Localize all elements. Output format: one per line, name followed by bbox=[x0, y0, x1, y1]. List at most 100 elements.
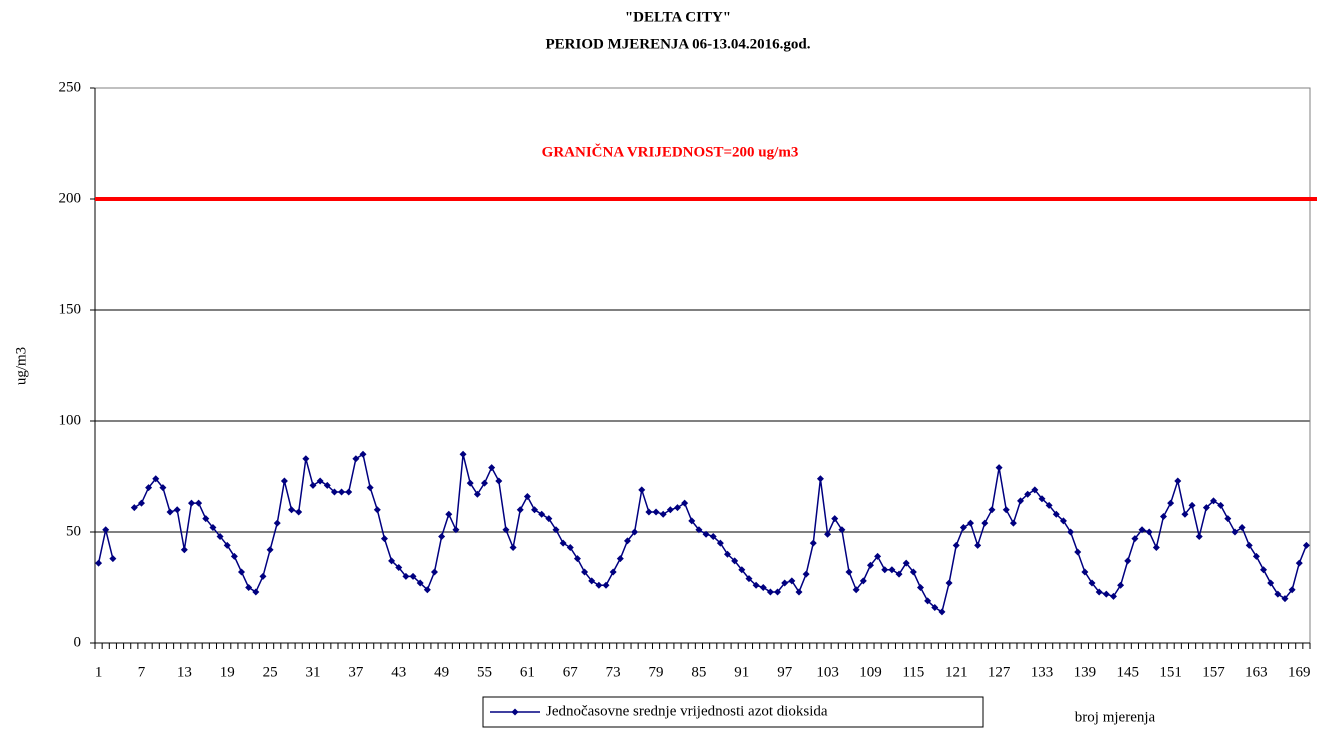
data-point bbox=[795, 588, 803, 596]
x-tick-label: 19 bbox=[220, 664, 235, 680]
data-point bbox=[202, 515, 210, 523]
data-point bbox=[888, 566, 896, 574]
data-point bbox=[423, 586, 431, 594]
x-tick-label: 7 bbox=[138, 664, 146, 680]
data-point bbox=[445, 510, 453, 518]
data-point bbox=[695, 526, 703, 534]
y-tick-label: 100 bbox=[59, 412, 82, 428]
data-point bbox=[1174, 477, 1182, 485]
data-point bbox=[752, 581, 760, 589]
data-point bbox=[130, 504, 138, 512]
data-point bbox=[995, 464, 1003, 472]
data-point bbox=[409, 572, 417, 580]
data-point bbox=[916, 584, 924, 591]
data-point bbox=[1038, 495, 1046, 503]
x-tick-label: 157 bbox=[1202, 664, 1225, 680]
data-point bbox=[1059, 517, 1067, 525]
data-point bbox=[659, 510, 667, 518]
y-tick-label: 200 bbox=[59, 190, 82, 206]
data-point bbox=[1231, 528, 1239, 536]
x-tick-label: 145 bbox=[1117, 664, 1140, 680]
x-tick-label: 73 bbox=[606, 664, 621, 680]
data-point bbox=[573, 555, 581, 563]
data-point bbox=[1181, 510, 1189, 518]
annotation: GRANIČNA VRIJEDNOST=200 ug/m3 bbox=[542, 143, 799, 160]
data-point bbox=[252, 588, 260, 596]
y-axis-label: ug/m3 bbox=[13, 347, 29, 385]
data-point bbox=[323, 481, 331, 489]
data-point bbox=[1117, 581, 1125, 589]
data-point bbox=[859, 577, 867, 585]
data-point bbox=[223, 541, 231, 549]
data-point bbox=[1088, 579, 1096, 587]
data-point bbox=[902, 559, 910, 567]
data-point bbox=[516, 506, 524, 514]
data-point bbox=[302, 455, 310, 463]
data-point bbox=[716, 539, 724, 547]
data-point bbox=[666, 506, 674, 514]
data-point bbox=[895, 570, 903, 578]
data-point bbox=[602, 581, 610, 589]
data-point bbox=[1045, 501, 1053, 509]
data-point bbox=[102, 526, 110, 534]
data-point bbox=[1274, 590, 1282, 598]
data-point bbox=[1102, 590, 1110, 598]
data-point bbox=[245, 584, 253, 591]
data-point bbox=[566, 544, 574, 552]
data-point bbox=[481, 479, 489, 487]
x-tick-label: 91 bbox=[734, 664, 749, 680]
x-tick-label: 43 bbox=[391, 664, 406, 680]
data-point bbox=[359, 450, 367, 458]
data-point bbox=[824, 530, 832, 538]
x-tick-label: 121 bbox=[945, 664, 968, 680]
data-point bbox=[681, 499, 689, 507]
x-tick-label: 55 bbox=[477, 664, 492, 680]
data-point bbox=[1267, 579, 1275, 587]
data-point bbox=[338, 488, 346, 496]
data-point bbox=[523, 492, 531, 500]
x-tick-label: 109 bbox=[859, 664, 882, 680]
data-point bbox=[1217, 501, 1225, 509]
data-point bbox=[645, 508, 653, 516]
data-point bbox=[702, 530, 710, 538]
data-point bbox=[802, 570, 810, 578]
data-point bbox=[766, 588, 774, 596]
data-point bbox=[1302, 541, 1310, 549]
data-point bbox=[380, 535, 388, 543]
data-point bbox=[1145, 528, 1153, 536]
data-point bbox=[738, 566, 746, 574]
data-point bbox=[280, 477, 288, 485]
data-point bbox=[1167, 499, 1175, 507]
data-point bbox=[845, 568, 853, 576]
data-point bbox=[452, 526, 460, 534]
data-point bbox=[988, 506, 996, 514]
data-point bbox=[1074, 548, 1082, 556]
data-point bbox=[688, 517, 696, 525]
data-point bbox=[330, 488, 338, 496]
x-tick-label: 139 bbox=[1074, 664, 1097, 680]
data-point bbox=[259, 572, 267, 580]
data-point bbox=[545, 515, 553, 523]
data-point bbox=[1295, 559, 1303, 567]
data-point bbox=[816, 475, 824, 483]
data-point bbox=[216, 532, 224, 540]
data-point bbox=[774, 588, 782, 596]
y-tick-label: 0 bbox=[74, 634, 82, 650]
data-point bbox=[866, 561, 874, 569]
data-point bbox=[295, 508, 303, 516]
x-tick-label: 133 bbox=[1031, 664, 1054, 680]
data-point bbox=[588, 577, 596, 585]
data-point bbox=[345, 488, 353, 496]
data-point bbox=[1138, 526, 1146, 534]
data-point bbox=[981, 519, 989, 527]
data-point bbox=[1009, 519, 1017, 527]
data-point bbox=[230, 552, 238, 560]
series-line bbox=[97, 453, 1308, 614]
data-point bbox=[288, 506, 296, 514]
data-point bbox=[488, 464, 496, 472]
data-point bbox=[152, 475, 160, 483]
x-tick-label: 97 bbox=[777, 664, 793, 680]
data-point bbox=[881, 566, 889, 574]
y-tick-label: 250 bbox=[59, 79, 82, 95]
data-point bbox=[609, 568, 617, 576]
